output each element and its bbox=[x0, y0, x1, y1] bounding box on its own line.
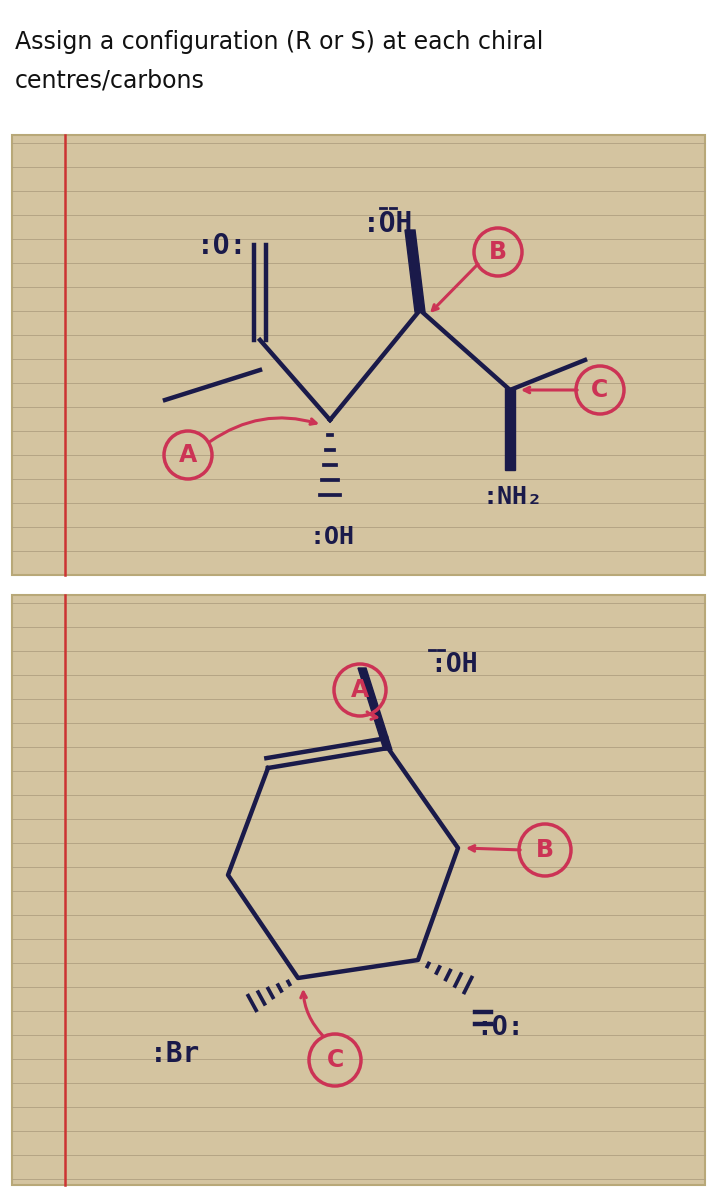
Text: :NH₂: :NH₂ bbox=[482, 485, 542, 509]
Text: :O:: :O: bbox=[197, 232, 247, 260]
FancyBboxPatch shape bbox=[12, 134, 705, 575]
Text: B: B bbox=[536, 838, 554, 862]
Polygon shape bbox=[405, 230, 425, 312]
Text: B: B bbox=[489, 240, 507, 264]
FancyBboxPatch shape bbox=[12, 595, 705, 1186]
Text: A: A bbox=[179, 443, 197, 467]
Text: C: C bbox=[592, 378, 609, 402]
Text: :OH: :OH bbox=[363, 210, 413, 238]
Text: A: A bbox=[351, 678, 369, 702]
Text: Assign a configuration (R or S) at each chiral: Assign a configuration (R or S) at each … bbox=[15, 30, 543, 54]
Text: :Br: :Br bbox=[150, 1040, 200, 1068]
Text: :OH: :OH bbox=[430, 652, 478, 678]
Polygon shape bbox=[505, 388, 515, 470]
Text: :OH: :OH bbox=[310, 526, 354, 550]
Text: :O:: :O: bbox=[476, 1015, 524, 1040]
Polygon shape bbox=[358, 668, 392, 750]
Text: centres/carbons: centres/carbons bbox=[15, 68, 205, 92]
Text: C: C bbox=[326, 1048, 343, 1072]
